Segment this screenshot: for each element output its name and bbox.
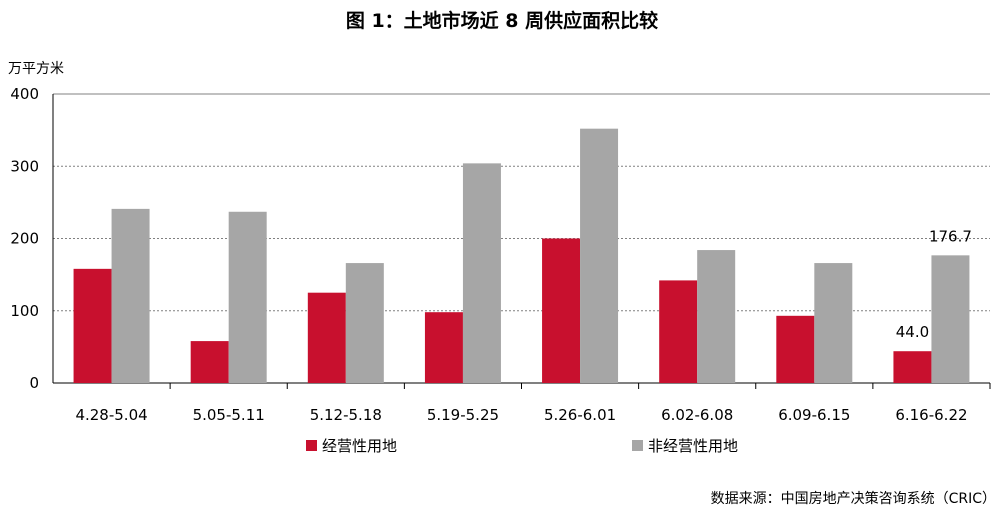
data-label: 44.0 (896, 323, 929, 341)
x-tick-label: 4.28-5.04 (75, 406, 147, 424)
source-note: 数据来源：中国房地产决策咨询系统（CRIC） (710, 491, 996, 507)
chart-title: 图 1：土地市场近 8 周供应面积比较 (345, 10, 659, 32)
bar-non-operating (228, 211, 267, 383)
legend-label: 非经营性用地 (648, 437, 738, 455)
bar-operating (424, 312, 463, 383)
bar-non-operating (111, 208, 150, 383)
x-tick-label: 5.12-5.18 (310, 406, 382, 424)
x-tick-label: 6.09-6.15 (778, 406, 850, 424)
x-tick-label: 6.02-6.08 (661, 406, 733, 424)
bar-operating (893, 351, 932, 383)
x-tick-label: 5.05-5.11 (193, 406, 265, 424)
legend-swatch (306, 440, 317, 451)
bar-non-operating (814, 263, 853, 383)
x-tick-label: 5.19-5.25 (427, 406, 499, 424)
bar-non-operating (345, 263, 384, 383)
x-tick-label: 5.26-6.01 (544, 406, 616, 424)
bar-non-operating (931, 255, 970, 383)
y-tick-label: 300 (10, 157, 39, 175)
legend-label: 经营性用地 (322, 437, 397, 455)
bar-operating (659, 280, 698, 383)
bar-non-operating (697, 250, 736, 383)
bar-operating (776, 315, 815, 383)
y-tick-label: 0 (29, 374, 39, 392)
bar-operating (542, 238, 581, 383)
y-tick-label: 200 (10, 230, 39, 248)
x-tick-label: 6.16-6.22 (895, 406, 967, 424)
bar-operating (73, 268, 112, 383)
legend-swatch (632, 440, 643, 451)
bar-operating (190, 341, 229, 383)
bar-non-operating (462, 163, 501, 383)
y-tick-label: 100 (10, 302, 39, 320)
y-tick-label: 400 (10, 85, 39, 103)
y-axis-label: 万平方米 (8, 61, 64, 77)
bar-operating (307, 292, 346, 383)
bar-non-operating (580, 128, 619, 383)
data-label: 176.7 (929, 227, 972, 245)
